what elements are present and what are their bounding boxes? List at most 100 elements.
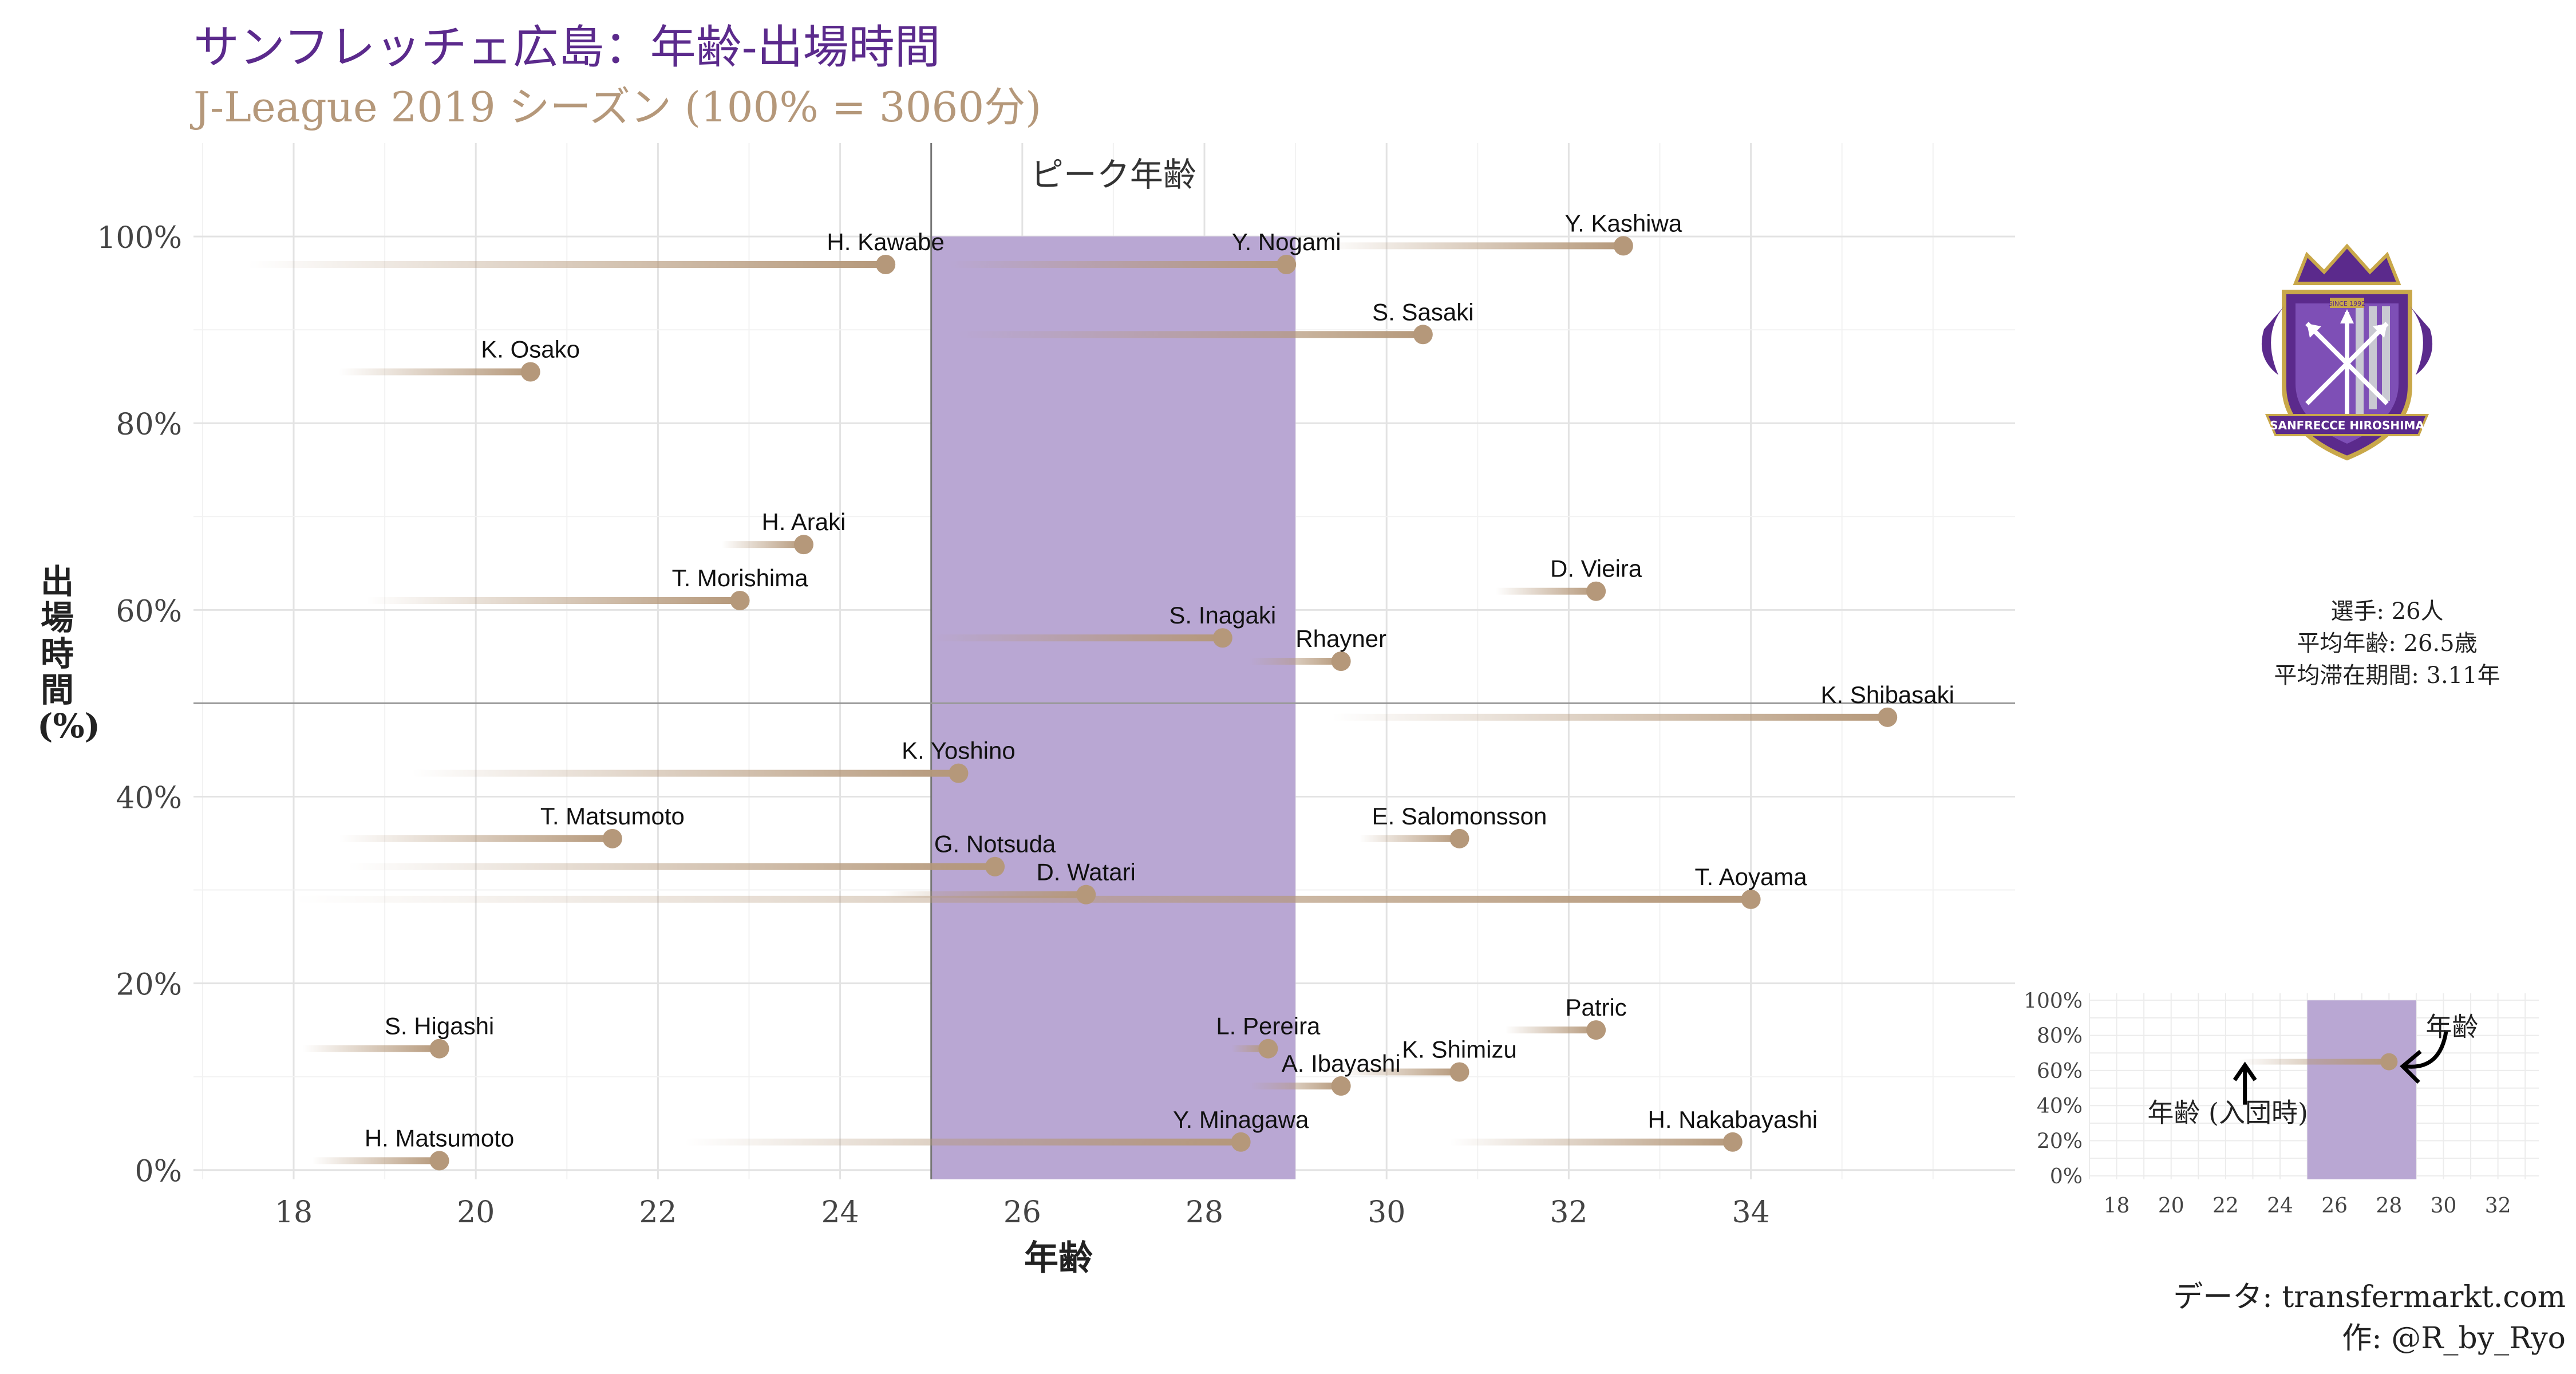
inset-y-tick-label: 80% <box>2037 1025 2083 1048</box>
x-tick-label: 34 <box>1732 1195 1770 1230</box>
player-point <box>1741 889 1761 909</box>
player-point <box>1258 1039 1278 1059</box>
x-tick-label: 28 <box>1186 1195 1223 1230</box>
inset-peak-band <box>2307 1000 2416 1179</box>
player-point <box>1878 707 1898 727</box>
player-point <box>1722 1132 1743 1152</box>
player-labels: H. Kawabe Y. Nogami Y. Kashiwa S. Sasaki K. … <box>365 210 1954 1151</box>
inset-label-age: 年齢 <box>2425 1012 2478 1043</box>
player-point <box>1212 628 1232 648</box>
caption-author: 作: @R_by_Ryo <box>2342 1321 2566 1356</box>
stat-average-tenure: 平均滞在期間: 3.11年 <box>2274 662 2500 689</box>
player-point <box>985 856 1005 876</box>
player-point <box>1277 254 1297 274</box>
player-point <box>1613 236 1633 256</box>
player-trail <box>1450 1138 1733 1146</box>
player-label: K. Shibasaki <box>1821 681 1954 708</box>
player-point <box>520 362 540 382</box>
player-point <box>1231 1132 1251 1152</box>
player-label: Rhayner <box>1295 625 1386 652</box>
player-trail <box>412 769 959 777</box>
player-trail <box>348 863 995 870</box>
player-label: H. Matsumoto <box>365 1124 514 1151</box>
player-trail <box>339 835 613 842</box>
player-label: T. Matsumoto <box>540 803 685 830</box>
inset-x-tick-label: 22 <box>2212 1194 2239 1218</box>
inset-y-tick-label: 60% <box>2037 1060 2083 1083</box>
player-label: K. Shimizu <box>1402 1036 1517 1063</box>
peak-age-band <box>931 236 1296 1180</box>
player-label: L. Pereira <box>1216 1013 1321 1040</box>
player-trail <box>685 1138 1241 1146</box>
y-axis-ticks: 0% 20% 40% 60% 80% 100% <box>97 221 182 1189</box>
player-label: Y. Nogami <box>1232 228 1341 255</box>
y-tick-label: 80% <box>116 408 182 442</box>
player-point <box>1331 1076 1351 1096</box>
player-point <box>1449 828 1469 848</box>
x-tick-label: 20 <box>457 1195 495 1230</box>
stat-players: 選手: 26人 <box>2330 598 2444 625</box>
player-point <box>876 254 896 274</box>
inset-label-joined: 年齢 (入団時) <box>2147 1097 2308 1128</box>
player-point <box>1331 652 1351 671</box>
crest-banner-text: SANFRECCE HIROSHIMA <box>2270 418 2424 432</box>
player-trail <box>1496 587 1597 595</box>
peak-age-label: ピーク年齢 <box>1030 155 1196 194</box>
player-label: H. Nakabayashi <box>1648 1106 1818 1133</box>
player-trail <box>1250 1082 1341 1089</box>
player-label: S. Inagaki <box>1169 602 1276 629</box>
player-trail <box>339 368 531 376</box>
player-point <box>602 828 622 848</box>
player-point <box>429 1151 449 1171</box>
player-trail <box>949 260 1287 268</box>
player-trail <box>958 331 1423 338</box>
inset-x-tick-label: 32 <box>2485 1194 2511 1218</box>
player-label: Y. Kashiwa <box>1565 210 1682 236</box>
player-trail <box>1359 835 1460 842</box>
x-tick-label: 22 <box>639 1195 677 1230</box>
inset-y-tick-label: 0% <box>2050 1165 2083 1189</box>
y-tick-label: 100% <box>97 221 182 255</box>
inset-arrow-age-head <box>2400 1049 2422 1084</box>
inset-y-tick-label: 100% <box>2024 989 2083 1013</box>
player-trail <box>294 895 1751 903</box>
y-axis-label-text: 出場時間 (%) <box>37 562 100 745</box>
player-trail <box>1322 242 1623 250</box>
player-label: Patric <box>1565 994 1626 1021</box>
chart-subtitle: J-League 2019 シーズン (100% = 3060分) <box>193 83 1042 131</box>
player-trail <box>302 1045 440 1052</box>
player-trail <box>1250 658 1341 665</box>
stat-average-age: 平均年齢: 26.5歳 <box>2297 630 2478 657</box>
player-label: H. Araki <box>761 508 846 535</box>
y-tick-label: 60% <box>116 594 182 629</box>
player-label: S. Higashi <box>385 1013 494 1040</box>
player-point <box>1586 581 1606 601</box>
inset-example-trail <box>2239 1059 2389 1065</box>
inset-arrow-joined-head <box>2233 1061 2257 1081</box>
chart-title: サンフレッチェ広島：年齢-出場時間 <box>193 21 941 74</box>
player-trail <box>366 597 740 605</box>
player-trail <box>721 541 804 548</box>
caption-source: データ: transfermarkt.com <box>2173 1280 2566 1314</box>
inset-x-tick-label: 30 <box>2431 1194 2457 1218</box>
crest-since-text: SINCE 1992 <box>2329 300 2366 307</box>
player-label: D. Watari <box>1036 859 1135 886</box>
inset-arrow-age <box>2404 1030 2448 1069</box>
player-label: D. Vieira <box>1550 555 1642 582</box>
player-trail <box>248 260 886 268</box>
inset-x-tick-label: 28 <box>2376 1194 2402 1218</box>
x-tick-label: 18 <box>275 1195 313 1230</box>
x-axis-ticks: 18 20 22 24 26 28 30 32 34 <box>275 1195 1770 1230</box>
x-tick-label: 24 <box>821 1195 859 1230</box>
player-trail <box>1341 1068 1460 1076</box>
inset-x-tick-label: 24 <box>2267 1194 2293 1218</box>
y-axis-label: 出場時間 (%) <box>23 562 100 745</box>
inset-y-tick-label: 20% <box>2037 1130 2083 1154</box>
x-tick-label: 26 <box>1003 1195 1041 1230</box>
player-point <box>793 535 813 555</box>
inset-example-point <box>2380 1053 2398 1071</box>
player-trail <box>1505 1026 1597 1034</box>
player-point <box>1076 885 1096 905</box>
y-tick-label: 0% <box>135 1155 183 1189</box>
